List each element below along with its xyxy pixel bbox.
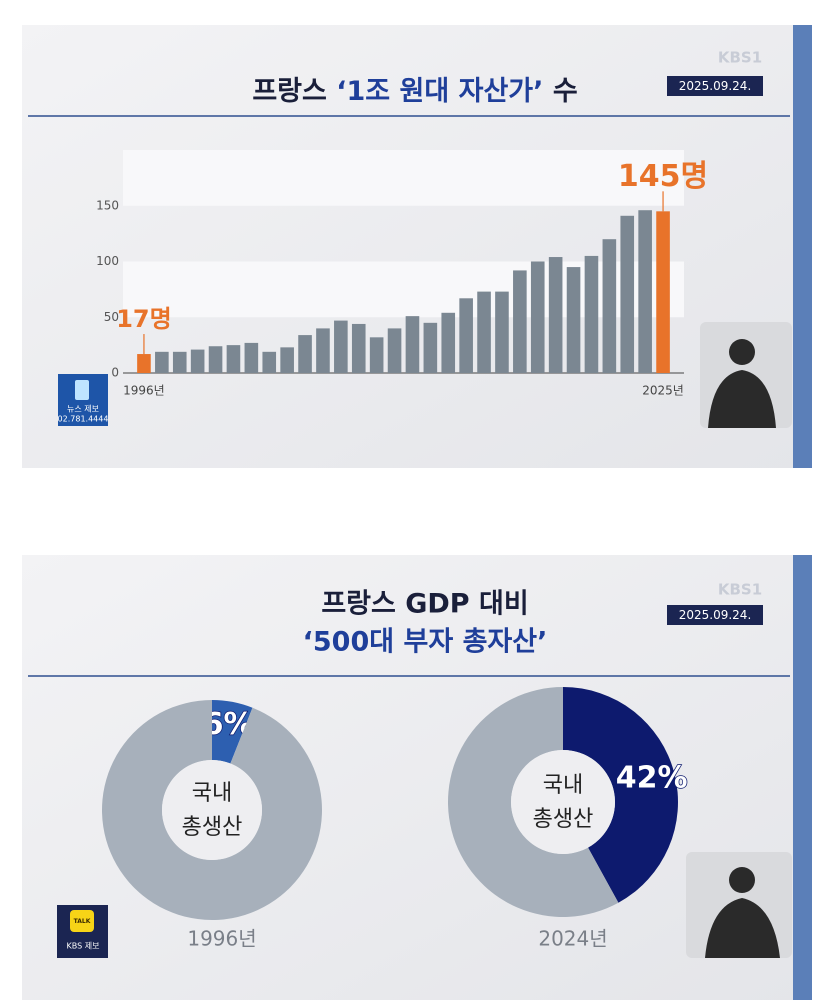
interpreter-body (708, 370, 776, 428)
bar (656, 211, 670, 373)
bar (620, 215, 635, 373)
x-label: 2024년 (538, 927, 607, 951)
bar (262, 351, 277, 373)
bar (190, 349, 205, 373)
donut-segment (563, 687, 678, 903)
frame-background (22, 25, 812, 468)
value-label: 17명 (116, 305, 171, 333)
center-label: 국내 (192, 781, 232, 806)
bar (602, 239, 617, 373)
x-tick-label: 1996년 (123, 384, 165, 398)
bar (351, 323, 366, 373)
bar (530, 261, 545, 373)
center-label: 국내 (543, 773, 583, 798)
grid-band (123, 261, 684, 318)
bar (441, 312, 456, 373)
chart-title: 프랑스 ‘1조 원대 자산가’ 수 (252, 76, 577, 107)
bar (638, 210, 652, 373)
center-label: 총생산 (182, 815, 243, 840)
bar (334, 320, 348, 373)
donut-hole (511, 750, 615, 854)
bar (280, 347, 294, 373)
x-tick-label: 2025년 (642, 384, 684, 398)
title-part: ‘1조 원대 자산가’ (336, 76, 543, 107)
y-tick-label: 150 (96, 198, 119, 212)
bar (208, 346, 223, 373)
tip-label: KBS 제보 (67, 942, 100, 951)
channel-logo: KBS1 (718, 49, 762, 67)
bar (137, 354, 151, 373)
talk-label: TALK (74, 918, 91, 925)
y-tick-label: 50 (104, 310, 119, 324)
phone-icon (75, 380, 89, 400)
bar (423, 322, 438, 373)
grid-band (123, 150, 684, 206)
title-part: 수 (553, 76, 578, 107)
bar (405, 316, 420, 373)
y-tick-label: 0 (111, 366, 119, 380)
bar (477, 291, 491, 373)
bar (495, 291, 509, 373)
interpreter-body (705, 898, 780, 958)
bar (548, 257, 563, 373)
talk-icon (70, 910, 94, 932)
chart-subtitle: ‘500대 부자 총자산’ (303, 627, 548, 658)
bar (369, 337, 384, 373)
date: 2025.09.24. (679, 79, 752, 93)
channel-logo: KBS1 (718, 581, 762, 599)
bar (226, 345, 241, 373)
x-label: 1996년 (187, 927, 256, 951)
date-box (667, 76, 763, 96)
value-label: 145명 (618, 159, 708, 194)
side-stripe (793, 555, 812, 1000)
chart-title: 프랑스 GDP 대비 (321, 589, 528, 620)
tip-number: 02.781.4444 (58, 415, 109, 424)
side-stripe (793, 25, 812, 468)
date: 2025.09.24. (679, 608, 752, 622)
bar (298, 335, 312, 373)
title-part: 프랑스 (252, 76, 327, 107)
bar (459, 298, 473, 373)
interpreter-head (729, 339, 755, 365)
tip-label: 뉴스 제보 (67, 405, 99, 414)
bar (387, 328, 402, 373)
bar (316, 328, 330, 373)
bar (584, 255, 599, 373)
bar (513, 270, 527, 373)
y-tick-label: 100 (96, 254, 119, 268)
bar (155, 351, 169, 373)
donut-hole (162, 760, 262, 860)
date-box (667, 605, 763, 625)
interpreter-head (729, 867, 755, 893)
bar (566, 267, 581, 373)
bar (172, 351, 187, 373)
center-label: 총생산 (533, 807, 594, 832)
donut-segment (101, 700, 322, 920)
donut-segment (212, 700, 253, 764)
bar (244, 342, 259, 373)
value-label: 42% (616, 761, 688, 796)
donut-segment (447, 687, 619, 917)
